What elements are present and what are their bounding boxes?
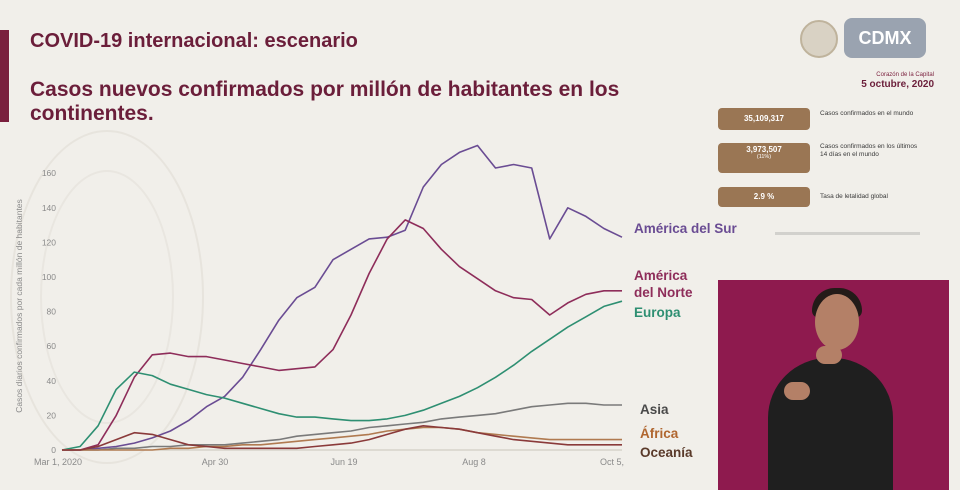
section-title: COVID-19 internacional: escenario (30, 30, 358, 52)
stat-label: Tasa de letalidad global (820, 193, 888, 200)
city-logo-icon: CDMX (844, 18, 926, 58)
x-tick-label: Jun 19 (330, 457, 357, 467)
series-label-text: América del Norte (634, 268, 693, 300)
sign-language-video (718, 280, 949, 490)
chart-title: Casos nuevos confirmados por millón de h… (30, 78, 620, 125)
y-tick-label: 20 (47, 410, 57, 420)
series-label-asia: Asia (640, 401, 669, 418)
stat-box-recent-cases: 3,973,507 (11%) (718, 143, 810, 173)
x-tick-label: Mar 1, 2020 (34, 457, 82, 467)
accent-bar (0, 30, 9, 122)
y-tick-label: 120 (42, 237, 56, 247)
x-tick-label: Oct 5, (600, 457, 624, 467)
stat-label: Casos confirmados en los últimos 14 días… (820, 143, 918, 158)
series-line-asia (62, 402, 622, 451)
y-tick-label: 0 (51, 445, 56, 455)
interpreter-hand (784, 382, 810, 400)
series-label-europa: Europa (634, 304, 681, 321)
government-logo: CDMX (800, 16, 935, 66)
interpreter-head (815, 294, 859, 350)
y-tick-label: 40 (47, 376, 57, 386)
y-tick-label: 60 (47, 341, 57, 351)
background-ornament-inner (40, 170, 174, 424)
stat-value: 3,973,507 (746, 145, 782, 154)
series-label-text: Asia (640, 402, 669, 417)
series-label-text: América del Sur (634, 221, 737, 236)
series-label-africa: África (640, 425, 678, 442)
series-line-am-rica-del-norte (62, 219, 622, 451)
x-tick-label: Apr 30 (202, 457, 229, 467)
source-footnote (775, 232, 920, 235)
series-line-europa (61, 300, 623, 451)
stat-box-world-cases: 35,109,317 (718, 108, 810, 130)
y-axis-label: Casos diarios confirmados por cada milló… (14, 199, 24, 413)
logo-subtitle: Corazón de la Capital (876, 72, 934, 78)
stat-value: 2.9 % (753, 192, 775, 201)
report-date: 5 octubre, 2020 (861, 79, 934, 90)
series-line-am-rica-del-sur (62, 144, 623, 451)
series-label-text: Europa (634, 305, 681, 320)
interpreter-body (768, 358, 893, 490)
background-ornament (10, 130, 204, 464)
y-tick-label: 160 (42, 168, 56, 178)
series-label-text: África (640, 426, 679, 441)
y-tick-label: 80 (47, 307, 57, 317)
stat-label: Casos confirmados en el mundo (820, 110, 914, 117)
line-chart: 0 20 40 60 80 100 120 140 160 Casos diarios confi… (14, 144, 624, 467)
series-line-ocean-a (62, 424, 622, 451)
series-line--frica (62, 426, 622, 451)
seal-icon (800, 20, 838, 58)
stat-value: 35,109,317 (743, 114, 785, 123)
stat-box-fatality-rate: 2.9 % (718, 187, 810, 207)
series-label-america-del-sur: América del Sur (634, 220, 737, 237)
series-label-oceania: Oceanía (640, 444, 693, 461)
y-tick-label: 140 (42, 203, 56, 213)
x-tick-label: Aug 8 (462, 457, 486, 467)
interpreter-hand (816, 346, 842, 364)
stat-subvalue: (11%) (756, 154, 772, 160)
y-tick-label: 100 (42, 272, 56, 282)
series-label-america-del-norte: América del Norte (634, 267, 704, 301)
series-label-text: Oceanía (640, 445, 693, 460)
